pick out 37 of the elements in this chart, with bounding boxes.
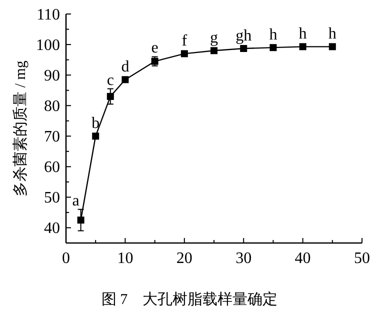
annotation: h <box>328 26 336 43</box>
point <box>299 43 306 50</box>
annotation: h <box>269 26 278 44</box>
y-tick-label: 60 <box>44 159 60 176</box>
y-tick-label: 110 <box>36 6 60 24</box>
y-tick-label: 90 <box>44 68 60 85</box>
y-tick-label: 100 <box>36 37 60 54</box>
annotation: f <box>182 32 188 50</box>
y-tick-label: 70 <box>44 128 60 146</box>
point <box>240 45 248 52</box>
point <box>92 132 100 140</box>
x-tick-label: 40 <box>294 250 311 267</box>
annotation: h <box>298 26 307 43</box>
point <box>106 92 114 100</box>
annotation: d <box>121 58 130 76</box>
annotation: c <box>106 72 114 89</box>
x-tick-label: 10 <box>117 250 134 267</box>
annotation: g <box>210 30 218 47</box>
y-tick-label: 50 <box>44 190 60 207</box>
point <box>328 43 336 50</box>
x-tick-label: 50 <box>354 250 370 267</box>
annotation: a <box>72 192 80 210</box>
point <box>77 216 84 224</box>
point <box>210 47 218 54</box>
annotation: b <box>92 115 100 132</box>
x-tick-label: 0 <box>62 250 70 267</box>
text: 图 7 大孔树脂载样量确定 <box>101 291 278 308</box>
point <box>180 50 188 58</box>
point <box>122 76 129 84</box>
x-tick-label: 20 <box>176 250 192 267</box>
annotation: gh <box>236 28 252 45</box>
annotation: e <box>151 40 158 57</box>
y-tick-label: 40 <box>44 220 60 238</box>
y-tick-label: 80 <box>44 98 60 116</box>
point <box>270 44 277 52</box>
y-axis-title: 多杀菌素的质量 / mg <box>12 60 29 196</box>
x-tick-label: 30 <box>236 250 252 267</box>
